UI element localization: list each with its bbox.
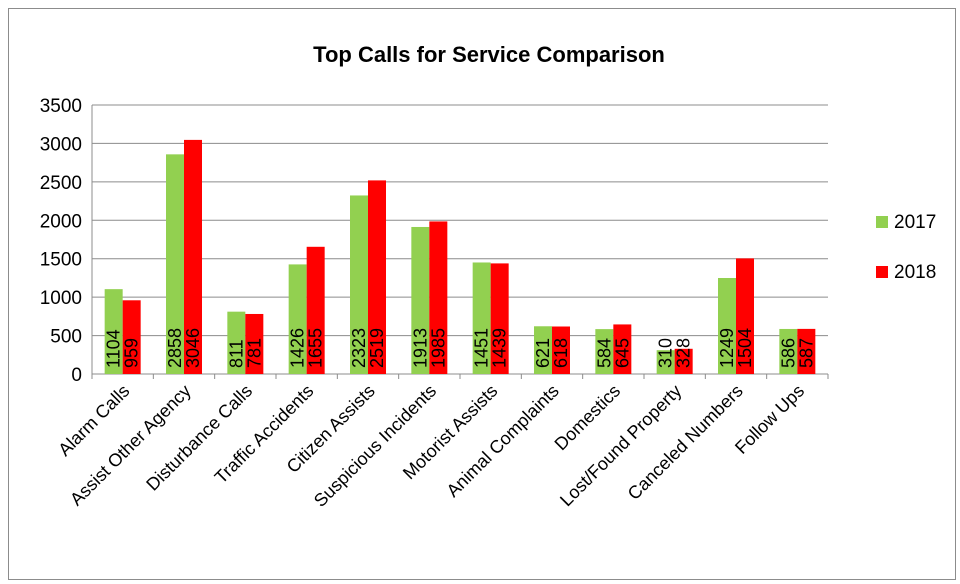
legend: 2017 2018 (876, 212, 936, 283)
data-label: 1655 (306, 328, 326, 368)
data-label: 2323 (349, 328, 369, 368)
bar (227, 311, 246, 374)
legend-swatch (876, 216, 888, 228)
legend-label: 2017 (894, 212, 936, 233)
bar (245, 313, 264, 374)
legend-label: 2018 (894, 262, 936, 283)
bar (429, 221, 448, 374)
bar (718, 278, 736, 374)
data-label: 584 (594, 338, 614, 368)
y-tick-label: 1500 (40, 250, 82, 271)
x-category-label: Disturbance Calls (142, 381, 256, 495)
bar (104, 289, 123, 374)
bar (736, 258, 754, 374)
bar (674, 348, 693, 374)
x-category-label: Animal Complaints (443, 381, 563, 501)
data-label: 1451 (472, 328, 492, 368)
bar (166, 154, 184, 374)
data-label: 2858 (165, 328, 185, 368)
x-category-label: Canceled Numbers (624, 381, 747, 504)
y-tick-label: 0 (71, 365, 82, 386)
data-label: 3046 (183, 328, 203, 368)
data-label: 586 (778, 338, 798, 368)
bar (368, 180, 386, 374)
legend-swatch (876, 266, 888, 278)
bar (552, 326, 570, 374)
y-tick-label: 3500 (40, 96, 82, 117)
bar (306, 246, 325, 374)
bars (104, 139, 816, 374)
bar (534, 326, 552, 374)
x-category-label: Assist Other Agency (66, 381, 195, 510)
data-label: 587 (796, 338, 816, 368)
data-label: 310 (656, 338, 676, 368)
data-label: 1913 (410, 328, 430, 368)
bar (779, 328, 798, 374)
y-tick-label: 2500 (40, 173, 82, 194)
bar (595, 329, 614, 374)
data-label: 959 (122, 338, 142, 368)
bar (184, 139, 202, 374)
y-tick-label: 3000 (40, 134, 82, 155)
data-label: 811 (226, 339, 246, 368)
bar (797, 328, 816, 374)
data-label: 1504 (735, 328, 755, 368)
y-axis: 0 500 1000 1500 2000 2500 3000 3500 (40, 96, 828, 386)
y-tick-label: 2000 (40, 211, 82, 232)
data-label: 2519 (367, 328, 387, 368)
x-category-label: Lost/Found Property (556, 381, 685, 510)
data-label: 621 (533, 338, 553, 368)
data-label: 618 (551, 338, 571, 368)
bar (288, 264, 307, 374)
chart-title: Top Calls for Service Comparison (313, 42, 665, 67)
data-label: 1249 (717, 328, 737, 368)
data-label: 645 (612, 338, 632, 368)
data-label: 1985 (428, 328, 448, 368)
data-label: 1439 (490, 328, 510, 368)
bar (122, 300, 141, 374)
bar (613, 324, 632, 374)
bar (490, 263, 509, 374)
data-label: 1104 (104, 329, 124, 368)
bar (656, 350, 675, 374)
y-tick-label: 500 (50, 327, 82, 348)
y-tick-label: 1000 (40, 288, 82, 309)
data-label: 1426 (288, 328, 308, 368)
bar (411, 226, 430, 374)
x-category-label: Suspicious Incidents (310, 381, 440, 511)
gridlines (92, 104, 828, 337)
bar (350, 195, 368, 374)
data-label: 328 (674, 338, 694, 368)
bar (472, 262, 491, 374)
data-label: 781 (244, 338, 264, 368)
